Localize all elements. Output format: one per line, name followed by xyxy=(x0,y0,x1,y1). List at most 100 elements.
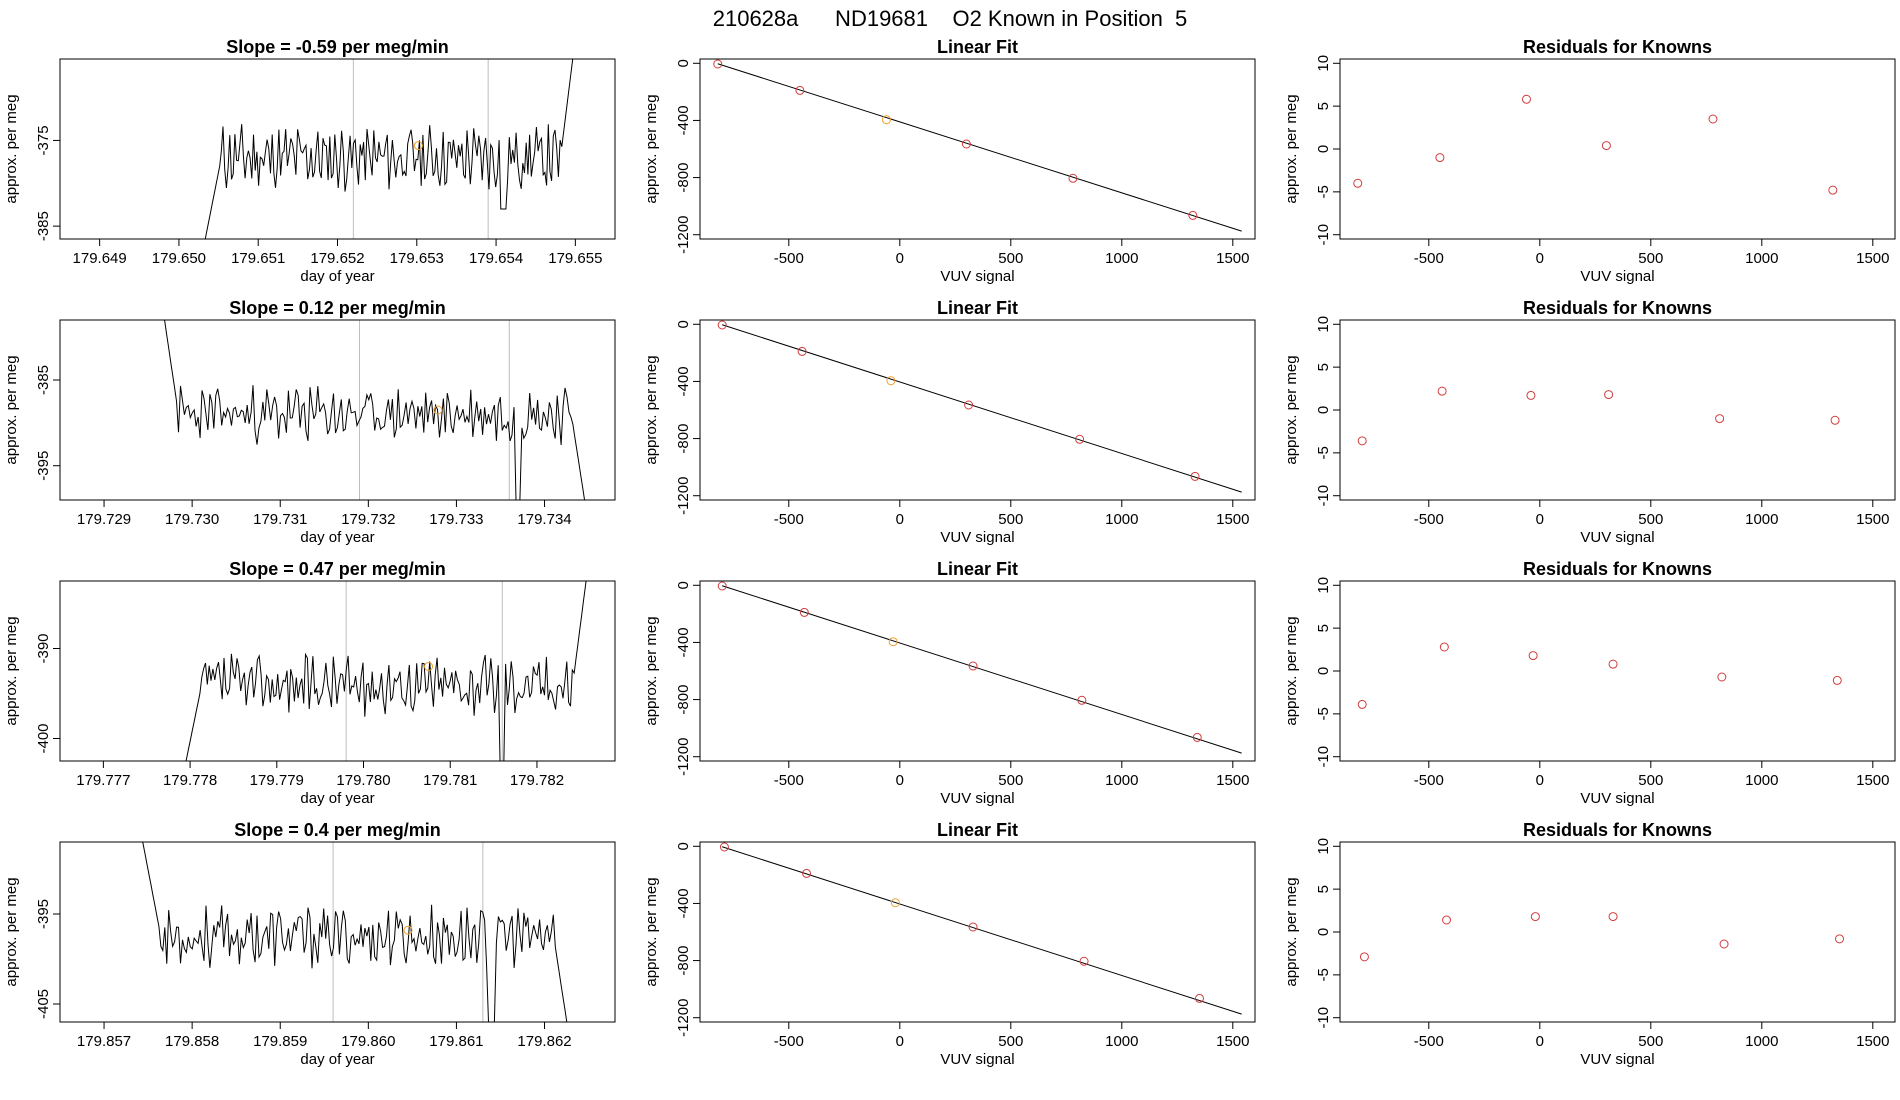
y-tick-label: -395 xyxy=(35,899,52,929)
data-point xyxy=(1435,153,1445,163)
data-point xyxy=(1601,141,1611,151)
y-tick-label: -5 xyxy=(1315,446,1332,459)
data-point xyxy=(717,320,727,330)
x-tick-label: 179.860 xyxy=(341,1033,395,1050)
x-tick-label: 179.782 xyxy=(510,772,564,789)
x-tick-label: 500 xyxy=(998,1033,1023,1050)
plot-area xyxy=(142,842,568,1022)
y-axis-label: approx. per meg xyxy=(1283,355,1300,464)
y-tick-label: -400 xyxy=(675,888,692,918)
x-tick-label: 179.778 xyxy=(163,772,217,789)
x-tick-label: 179.729 xyxy=(77,511,131,528)
y-axis-label: approx. per meg xyxy=(3,877,20,986)
y-tick-label: -10 xyxy=(1315,1007,1332,1029)
x-tick-label: 1500 xyxy=(1216,511,1249,528)
y-tick-label: 0 xyxy=(1315,667,1332,675)
y-tick-label: -390 xyxy=(35,633,52,663)
series-line xyxy=(185,581,587,761)
data-point xyxy=(1608,659,1618,669)
x-tick-label: 0 xyxy=(896,511,904,528)
x-tick-label: 1000 xyxy=(1745,511,1778,528)
x-tick-label: -500 xyxy=(774,511,804,528)
series-line xyxy=(204,59,574,239)
y-axis-label: approx. per meg xyxy=(643,877,660,986)
data-point xyxy=(1528,651,1538,661)
y-tick-label: -385 xyxy=(35,211,52,241)
x-tick-label: 1500 xyxy=(1216,772,1249,789)
x-tick-label: 1000 xyxy=(1745,1033,1778,1050)
data-point xyxy=(881,115,891,125)
y-tick-label: -400 xyxy=(675,627,692,657)
x-tick-label: 179.654 xyxy=(469,250,523,267)
x-axis-label: VUV signal xyxy=(1580,268,1654,285)
x-tick-label: 1000 xyxy=(1105,250,1138,267)
y-axis-label: approx. per meg xyxy=(643,94,660,203)
x-axis-label: VUV signal xyxy=(1580,790,1654,807)
y-axis-label: approx. per meg xyxy=(3,94,20,203)
data-point xyxy=(1717,672,1727,682)
y-tick-label: -10 xyxy=(1315,485,1332,507)
y-tick-label: -385 xyxy=(35,365,52,395)
data-point xyxy=(964,400,974,410)
marker-point xyxy=(413,141,423,151)
y-tick-label: -400 xyxy=(675,105,692,135)
data-point xyxy=(1608,912,1618,922)
x-tick-label: 500 xyxy=(1638,772,1663,789)
y-axis-label: approx. per meg xyxy=(1283,94,1300,203)
plot-area xyxy=(1359,912,1844,962)
y-tick-label: -1200 xyxy=(675,999,692,1037)
data-point xyxy=(1353,178,1363,188)
y-axis-label: approx. per meg xyxy=(1283,616,1300,725)
x-tick-label: 179.780 xyxy=(336,772,390,789)
data-point xyxy=(713,59,723,69)
x-tick-label: 500 xyxy=(1638,250,1663,267)
y-tick-label: -5 xyxy=(1315,707,1332,720)
x-tick-label: 500 xyxy=(1638,511,1663,528)
x-tick-label: -500 xyxy=(1414,250,1444,267)
x-tick-label: 0 xyxy=(896,772,904,789)
x-tick-label: 179.653 xyxy=(390,250,444,267)
fit-line xyxy=(722,324,1242,493)
data-point xyxy=(890,898,900,908)
y-tick-label: -800 xyxy=(675,685,692,715)
panel-4-linear-fit: Linear Fit -500 0 500 1000 1500 0 -400 -800 -1200… xyxy=(643,820,1256,1068)
data-point xyxy=(1521,94,1531,104)
data-point xyxy=(1195,993,1204,1003)
y-tick-label: 10 xyxy=(1315,577,1332,594)
data-point xyxy=(797,346,807,356)
plot-area xyxy=(713,59,1242,232)
panel-title: Linear Fit xyxy=(937,37,1018,57)
panel-title: Linear Fit xyxy=(937,559,1018,579)
fit-line xyxy=(722,585,1242,754)
y-tick-label: 5 xyxy=(1315,885,1332,893)
x-tick-label: 1500 xyxy=(1216,250,1249,267)
y-tick-label: -800 xyxy=(675,424,692,454)
panel-1-linear-fit: Linear Fit -500 0 500 1000 1500 0 -400 -800 -1200… xyxy=(643,37,1256,285)
data-point xyxy=(1439,642,1449,652)
y-tick-label: 0 xyxy=(675,581,692,589)
data-point xyxy=(1835,934,1844,944)
data-point xyxy=(1079,956,1089,966)
x-tick-label: 1000 xyxy=(1745,772,1778,789)
data-point xyxy=(961,139,971,149)
data-point xyxy=(1357,436,1367,446)
y-tick-label: 10 xyxy=(1315,316,1332,333)
x-tick-label: 179.650 xyxy=(152,250,206,267)
x-tick-label: 0 xyxy=(1536,511,1544,528)
x-tick-label: -500 xyxy=(1414,511,1444,528)
panel-grid: Slope = -0.59 per meg/min 179.649 179.650 1… xyxy=(3,37,1896,1068)
data-point xyxy=(1190,471,1200,481)
y-axis-label: approx. per meg xyxy=(3,355,20,464)
x-tick-label: 500 xyxy=(1638,1033,1663,1050)
x-tick-label: 179.734 xyxy=(517,511,571,528)
data-point xyxy=(968,661,978,671)
x-tick-label: 1500 xyxy=(1856,1033,1889,1050)
x-tick-label: 179.777 xyxy=(76,772,130,789)
y-tick-label: -800 xyxy=(675,163,692,193)
y-tick-label: 0 xyxy=(1315,406,1332,414)
y-tick-label: -800 xyxy=(675,946,692,976)
y-tick-label: -10 xyxy=(1315,224,1332,246)
x-tick-label: 179.862 xyxy=(517,1033,571,1050)
y-tick-label: -400 xyxy=(675,366,692,396)
